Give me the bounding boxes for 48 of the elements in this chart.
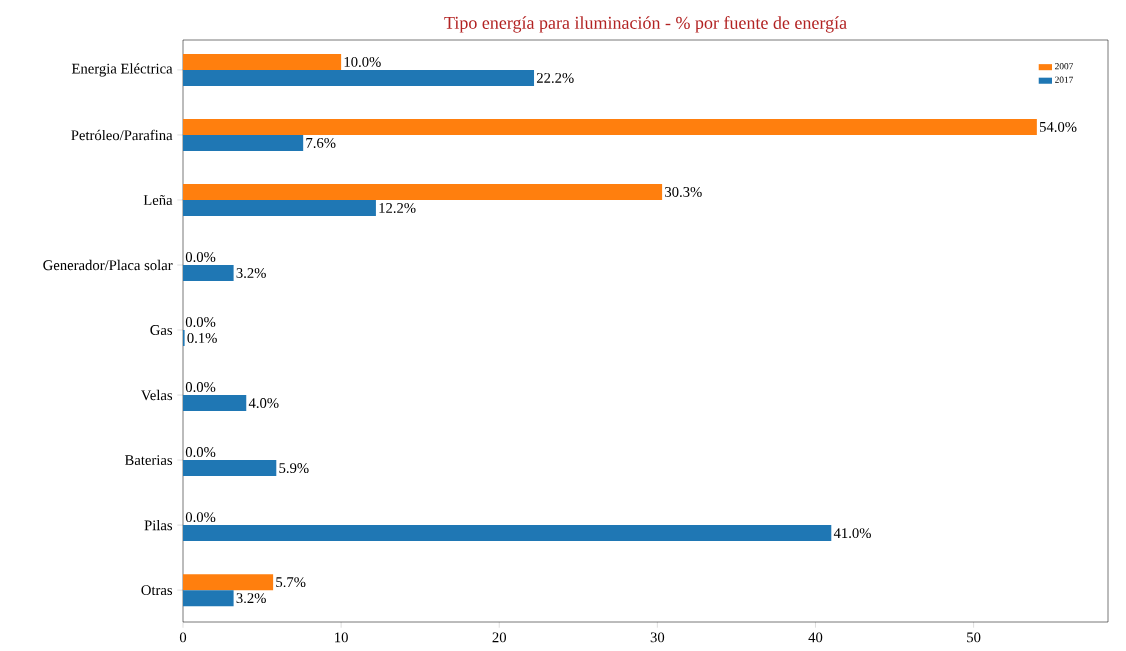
data-label: 0.0% <box>185 252 216 262</box>
y-tick-label: Velas <box>141 389 173 401</box>
data-label: 0.0% <box>185 447 216 458</box>
legend-label: 2017 <box>1055 76 1074 83</box>
chart-title: Tipo energía para iluminación - % por fuente de energía <box>444 16 847 33</box>
data-label: 5.7% <box>276 577 306 588</box>
y-tick-label: Petróleo/Parafina <box>71 129 173 141</box>
data-label: 3.2% <box>236 593 266 604</box>
bar <box>183 525 832 542</box>
data-label: 0.1% <box>187 333 217 344</box>
bar <box>183 460 277 477</box>
bar <box>183 199 376 216</box>
data-label: 3.2% <box>236 268 266 278</box>
data-label: 22.2% <box>536 72 574 83</box>
legend-label: 2007 <box>1055 63 1074 70</box>
data-label: 7.6% <box>306 137 336 148</box>
x-tick-label: 40 <box>808 632 823 643</box>
data-label: 5.9% <box>279 463 309 474</box>
y-tick-label: Generador/Placa solar <box>43 259 173 271</box>
bar <box>183 53 342 70</box>
bar <box>183 265 234 281</box>
bar <box>183 118 1037 135</box>
x-tick-label: 30 <box>650 632 665 643</box>
y-tick-label: Gas <box>150 325 173 335</box>
data-label: 54.0% <box>1039 121 1077 132</box>
data-label: 12.2% <box>379 203 416 213</box>
data-label: 41.0% <box>833 528 871 539</box>
data-label: 10.0% <box>344 56 381 67</box>
data-label: 0.0% <box>185 317 216 328</box>
y-tick-label: Baterias <box>124 455 173 466</box>
bar <box>183 574 274 591</box>
bar <box>183 183 663 200</box>
data-label: 4.0% <box>248 398 279 409</box>
x-tick-label: 10 <box>335 632 348 643</box>
bar <box>183 69 535 86</box>
x-tick-label: 20 <box>492 632 507 643</box>
bar <box>183 395 247 412</box>
y-tick-label: Pilas <box>144 519 173 531</box>
y-tick-label: Energia Eléctrica <box>71 63 173 77</box>
data-label: 0.0% <box>185 382 216 393</box>
bar <box>183 134 304 151</box>
x-tick-label: 0 <box>179 632 187 643</box>
y-tick-label: Leña <box>143 194 173 205</box>
x-tick-label: 50 <box>967 632 981 643</box>
data-label: 0.0% <box>185 512 216 523</box>
data-label: 30.3% <box>665 187 702 197</box>
y-tick-label: Otras <box>141 585 173 596</box>
bar <box>183 590 234 607</box>
